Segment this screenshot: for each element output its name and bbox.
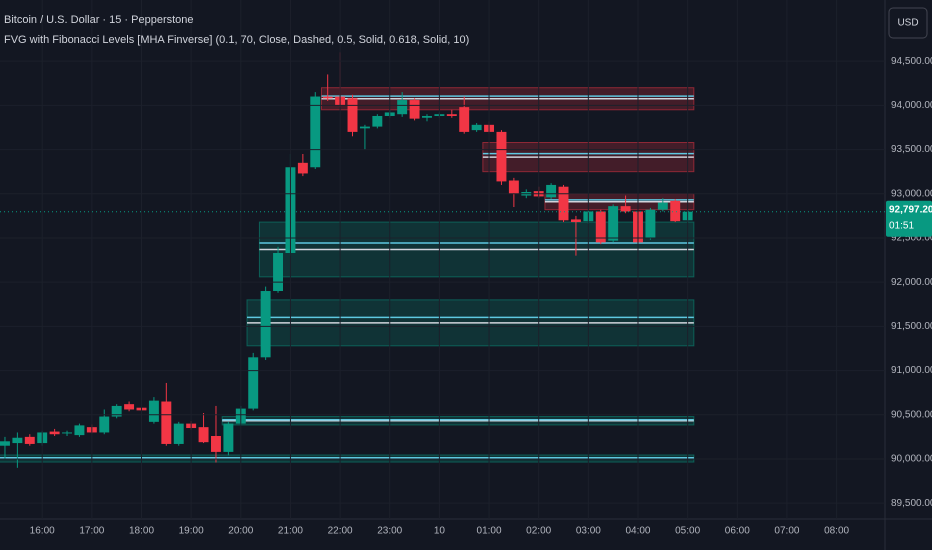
x-tick-label: 18:00 bbox=[129, 526, 154, 537]
candle-body bbox=[595, 211, 606, 243]
candle-body bbox=[148, 400, 159, 422]
x-tick-label: 08:00 bbox=[824, 526, 849, 537]
y-tick-label: 93,000.00 bbox=[891, 188, 932, 199]
y-tick-label: 90,500.00 bbox=[891, 409, 932, 420]
candle-body bbox=[173, 423, 184, 444]
x-tick-label: 04:00 bbox=[625, 526, 650, 537]
x-tick-label: 17:00 bbox=[79, 526, 104, 537]
x-tick-label: 16:00 bbox=[30, 526, 55, 537]
candle-body bbox=[260, 291, 271, 358]
axes: 94,500.00 94,000.00 93,500.00 93,000.00 92,5… bbox=[0, 55, 932, 537]
chart-title: Bitcoin / U.S. Dollar · 15 · Pepperstone bbox=[4, 14, 194, 26]
candle-body bbox=[0, 441, 10, 446]
candle-body bbox=[211, 435, 221, 452]
candle-body bbox=[111, 405, 122, 417]
indicator-label: FVG with Fibonacci Levels [MHA Finverse]… bbox=[4, 34, 469, 46]
candle-body bbox=[608, 206, 619, 241]
y-tick-label: 93,500.00 bbox=[891, 144, 932, 155]
x-tick-label: 23:00 bbox=[377, 526, 402, 537]
candle-body bbox=[273, 253, 284, 292]
x-tick-label: 03:00 bbox=[576, 526, 601, 537]
candle-body bbox=[657, 202, 668, 210]
candle-body bbox=[310, 96, 321, 168]
x-tick-label: 07:00 bbox=[774, 526, 799, 537]
candle-body bbox=[99, 416, 110, 433]
y-tick-label: 92,500.00 bbox=[891, 233, 932, 244]
y-tick-label: 91,500.00 bbox=[891, 321, 932, 332]
candle-body bbox=[372, 115, 383, 127]
candle-body bbox=[49, 431, 60, 435]
candle-body bbox=[248, 357, 259, 409]
y-tick-label: 94,000.00 bbox=[891, 100, 932, 111]
candle-body bbox=[459, 107, 470, 132]
y-tick-label: 94,500.00 bbox=[891, 56, 932, 67]
x-tick-label: 10 bbox=[434, 526, 446, 537]
candle-body bbox=[397, 100, 408, 115]
x-tick-label: 22:00 bbox=[328, 526, 353, 537]
y-tick-label: 89,500.00 bbox=[891, 498, 932, 509]
candle-body bbox=[570, 219, 581, 223]
currency-button[interactable] bbox=[888, 7, 928, 39]
candle-body bbox=[297, 162, 308, 174]
candle-body bbox=[471, 124, 482, 131]
candle-body bbox=[645, 209, 656, 238]
x-tick-label: 02:00 bbox=[526, 526, 551, 537]
currency-label[interactable]: USD bbox=[897, 18, 918, 29]
candle-body bbox=[223, 423, 234, 452]
candle-body bbox=[161, 401, 172, 444]
candle-body bbox=[62, 432, 72, 434]
y-tick-label: 92,000.00 bbox=[891, 277, 932, 288]
candle-body bbox=[558, 186, 569, 221]
y-tick-label: 91,000.00 bbox=[891, 365, 932, 376]
price-label: 92,797.20 bbox=[889, 204, 932, 215]
candle-body bbox=[24, 436, 35, 444]
candle-body bbox=[124, 404, 135, 410]
x-tick-label: 20:00 bbox=[228, 526, 253, 537]
x-tick-label: 05:00 bbox=[675, 526, 700, 537]
candle-body bbox=[670, 200, 681, 222]
candle-body bbox=[12, 437, 23, 444]
candle-body bbox=[359, 126, 370, 129]
x-tick-label: 19:00 bbox=[179, 526, 204, 537]
x-tick-label: 21:00 bbox=[278, 526, 303, 537]
candle-body bbox=[446, 114, 457, 116]
candle-body bbox=[322, 96, 333, 99]
x-tick-label: 01:00 bbox=[477, 526, 502, 537]
candle-body bbox=[198, 427, 209, 443]
candle-body bbox=[409, 100, 420, 119]
candle-body bbox=[347, 98, 358, 132]
y-tick-label: 90,000.00 bbox=[891, 454, 932, 465]
candle-body bbox=[546, 184, 557, 198]
price-badge bbox=[886, 200, 932, 237]
x-tick-label: 06:00 bbox=[725, 526, 750, 537]
candle-body bbox=[496, 131, 507, 182]
candle-body bbox=[422, 115, 432, 118]
candle-body bbox=[74, 425, 85, 436]
candle-body bbox=[620, 206, 631, 212]
candle-body bbox=[508, 180, 519, 194]
countdown-label: 01:51 bbox=[889, 220, 914, 231]
